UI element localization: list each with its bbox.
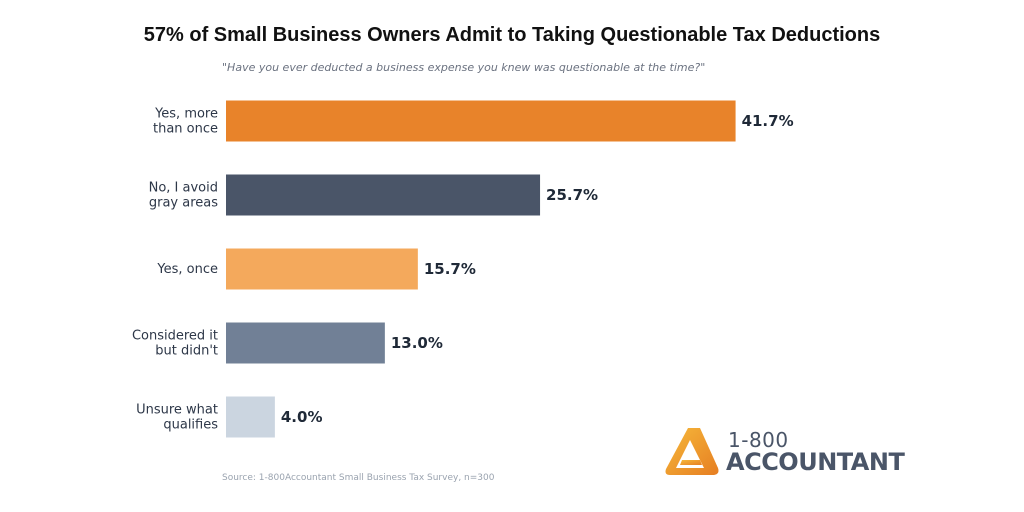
bar-4: [226, 396, 275, 438]
logo-mark-icon: [665, 428, 719, 475]
category-label-line: but didn't: [155, 344, 218, 359]
category-label-line: qualifies: [163, 418, 218, 433]
category-label: Unsure what qualifies: [136, 403, 218, 433]
chart-title: 57% of Small Business Owners Admit to Ta…: [143, 24, 881, 46]
category-label: Yes, once: [156, 262, 218, 277]
bar-value-label: 41.7%: [742, 112, 794, 130]
category-label-line: Considered it: [132, 329, 218, 344]
bar-value-label: 25.7%: [546, 186, 598, 204]
bar-1: [226, 174, 541, 216]
bar-3: [226, 322, 385, 364]
category-label-line: No, I avoid: [149, 181, 218, 196]
category-label-line: than once: [153, 122, 218, 137]
logo-text-line2: ACCOUNTANT: [726, 448, 905, 476]
bar-2: [226, 248, 418, 290]
category-label: Considered it but didn't: [132, 329, 218, 359]
category-label-line: Yes, more: [154, 107, 218, 122]
bar-value-label: 15.7%: [424, 260, 476, 278]
bar-0: [226, 100, 736, 142]
category-label-line: Yes, once: [156, 262, 218, 277]
category-label: Yes, more than once: [153, 107, 218, 137]
chart-subtitle: "Have you ever deducted a business expen…: [222, 61, 706, 74]
source-note: Source: 1-800Accountant Small Business T…: [222, 473, 495, 483]
logo-text-line1: 1-800: [728, 428, 789, 452]
category-label-line: gray areas: [149, 196, 218, 211]
bar-value-label: 4.0%: [281, 408, 323, 426]
company-logo: 1-800 ACCOUNTANT: [660, 420, 905, 484]
category-label: No, I avoid gray areas: [149, 181, 219, 211]
category-label-line: Unsure what: [136, 403, 218, 418]
bar-value-label: 13.0%: [391, 334, 443, 352]
